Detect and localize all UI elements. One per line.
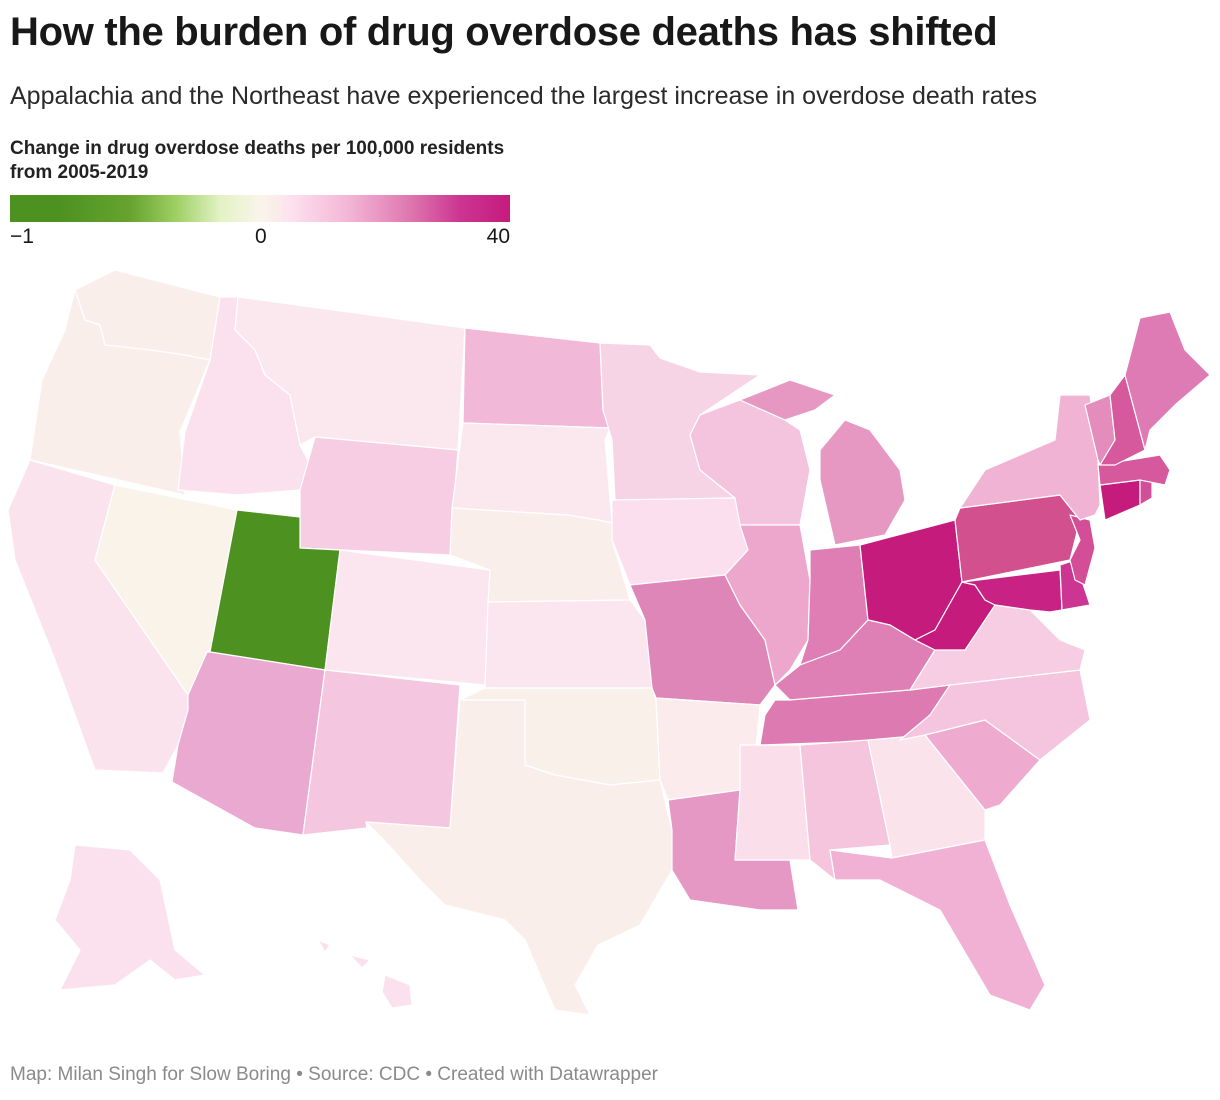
state-ks[interactable]: [484, 599, 653, 689]
state-nm[interactable]: [302, 669, 461, 836]
state-nd[interactable]: [462, 327, 611, 429]
state-hi[interactable]: [317, 939, 413, 1009]
state-mt[interactable]: [234, 296, 466, 451]
legend-labels: −1 0 40: [10, 225, 510, 251]
state-co[interactable]: [324, 549, 491, 686]
state-me[interactable]: [1124, 311, 1211, 451]
state-mi[interactable]: [739, 379, 906, 546]
color-legend: Change in drug overdose deaths per 100,0…: [10, 137, 510, 251]
footer-source: Source: CDC: [308, 1064, 421, 1085]
state-wi[interactable]: [689, 399, 811, 526]
legend-gradient-bar: [10, 195, 510, 222]
chart-subtitle: Appalachia and the Northeast have experi…: [10, 82, 1038, 110]
state-ne[interactable]: [449, 507, 631, 603]
footer-separator: •: [425, 1064, 432, 1085]
state-ri[interactable]: [1139, 479, 1153, 506]
footer-tool: Created with Datawrapper: [437, 1064, 658, 1085]
state-ak[interactable]: [54, 844, 206, 991]
state-az[interactable]: [171, 651, 326, 836]
footer-separator: •: [296, 1064, 303, 1085]
legend-title: Change in drug overdose deaths per 100,0…: [10, 138, 505, 183]
state-tx[interactable]: [365, 699, 673, 1016]
state-nj[interactable]: [1069, 514, 1096, 586]
legend-mid-label: 0: [255, 225, 267, 248]
state-sd[interactable]: [451, 422, 613, 524]
state-fl[interactable]: [829, 839, 1046, 1011]
state-ct[interactable]: [1099, 479, 1141, 521]
us-choropleth-map: [7, 269, 1211, 1016]
chart-title: How the burden of drug overdose deaths h…: [10, 10, 998, 54]
state-nc[interactable]: [899, 669, 1091, 761]
footer-credit-text: Map: Milan Singh for Slow Boring: [10, 1064, 291, 1085]
legend-min-label: −1: [10, 225, 34, 248]
state-wy[interactable]: [299, 436, 459, 556]
state-ms[interactable]: [734, 744, 811, 861]
footer-credit: Map: Milan Singh for Slow Boring • Sourc…: [10, 1064, 658, 1086]
legend-max-label: 40: [486, 225, 510, 248]
